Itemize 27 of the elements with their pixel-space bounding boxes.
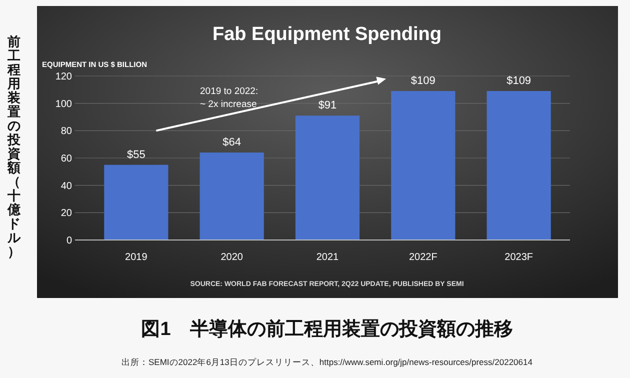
x-tick-label: 2023F [504, 252, 533, 263]
data-label: $55 [127, 148, 146, 161]
y-tick-label: 40 [60, 180, 72, 192]
text: 前工程用装置の投資額（十億ドル） [8, 34, 20, 259]
x-tick-label: 2021 [316, 252, 340, 263]
bar [200, 152, 264, 240]
y-tick-label: 60 [60, 154, 72, 164]
data-label: $91 [318, 100, 337, 112]
text: 出所：SEMIの2022年6月13日のプレスリリース、https://www.semi.org/jp/news-resources/press/20220614 [122, 357, 533, 367]
y-tick-label: 100 [55, 98, 72, 110]
x-tick-label: 2022F [408, 252, 438, 263]
data-label: $109 [506, 75, 532, 88]
bar [391, 91, 456, 240]
bar [295, 116, 360, 240]
bar [104, 164, 168, 240]
data-label: $109 [410, 75, 436, 88]
y-tick-label: 80 [60, 126, 72, 138]
y-tick-label: 20 [60, 208, 72, 220]
y-tick-label: 0 [66, 236, 72, 246]
chart-title: Fab Equipment Spending [212, 24, 442, 45]
x-tick-label: 2019 [125, 252, 148, 263]
annotation: 2019 to 2022: ~ 2x increase [200, 86, 258, 110]
x-tick-label: 2020 [220, 252, 244, 263]
y-tick-label: 120 [55, 72, 72, 82]
bar [486, 91, 551, 240]
caption: 図1 半導体の前工程用装置の投資額の推移 [141, 318, 513, 340]
data-label: $64 [222, 136, 242, 149]
